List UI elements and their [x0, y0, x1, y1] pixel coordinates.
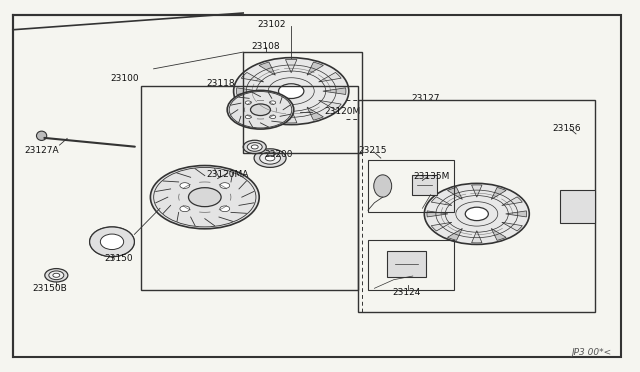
Ellipse shape: [252, 145, 258, 149]
Polygon shape: [307, 107, 323, 120]
Ellipse shape: [374, 175, 392, 197]
Ellipse shape: [265, 155, 275, 161]
Polygon shape: [319, 73, 341, 82]
Polygon shape: [319, 100, 341, 110]
Ellipse shape: [90, 227, 134, 257]
Polygon shape: [492, 228, 506, 240]
Polygon shape: [285, 59, 297, 73]
Text: 23120MA: 23120MA: [206, 170, 248, 179]
Ellipse shape: [220, 206, 230, 212]
Polygon shape: [241, 100, 264, 110]
Polygon shape: [427, 211, 448, 217]
Ellipse shape: [45, 269, 68, 282]
Ellipse shape: [100, 234, 124, 250]
Ellipse shape: [220, 183, 230, 188]
Text: 23118: 23118: [207, 79, 235, 88]
Polygon shape: [492, 187, 506, 199]
Polygon shape: [431, 222, 452, 231]
Text: 23108: 23108: [252, 42, 280, 51]
Text: 23150B: 23150B: [32, 284, 67, 293]
Ellipse shape: [243, 140, 266, 154]
Text: 23215: 23215: [358, 146, 387, 155]
Ellipse shape: [245, 101, 252, 105]
Polygon shape: [285, 109, 297, 123]
Ellipse shape: [180, 206, 189, 212]
Text: 23124: 23124: [392, 288, 420, 296]
Text: 23127: 23127: [412, 94, 440, 103]
Text: JP3 00*<: JP3 00*<: [571, 348, 611, 357]
Ellipse shape: [424, 183, 529, 244]
Ellipse shape: [245, 115, 252, 119]
Ellipse shape: [254, 149, 286, 167]
Polygon shape: [241, 73, 264, 82]
Text: 23156: 23156: [552, 124, 580, 133]
Ellipse shape: [247, 142, 262, 151]
FancyBboxPatch shape: [387, 251, 426, 277]
Polygon shape: [502, 222, 522, 231]
Ellipse shape: [269, 115, 276, 119]
Polygon shape: [259, 107, 275, 120]
Text: 23102: 23102: [258, 20, 286, 29]
Polygon shape: [431, 197, 452, 205]
Text: 23127A: 23127A: [24, 146, 59, 155]
Polygon shape: [447, 228, 462, 240]
FancyBboxPatch shape: [412, 174, 437, 195]
Text: 23100: 23100: [111, 74, 139, 83]
Polygon shape: [502, 197, 522, 205]
Ellipse shape: [278, 84, 304, 99]
Ellipse shape: [227, 90, 294, 129]
Ellipse shape: [234, 58, 349, 125]
Polygon shape: [472, 185, 482, 197]
Ellipse shape: [260, 152, 280, 164]
Polygon shape: [472, 231, 482, 243]
Text: 23120M: 23120M: [324, 107, 360, 116]
Text: 23200: 23200: [264, 150, 292, 159]
FancyBboxPatch shape: [560, 190, 595, 223]
Text: 23135M: 23135M: [414, 172, 450, 181]
Polygon shape: [447, 187, 462, 199]
Polygon shape: [307, 62, 323, 75]
Ellipse shape: [36, 131, 47, 140]
Ellipse shape: [180, 183, 189, 188]
Polygon shape: [259, 62, 275, 75]
FancyBboxPatch shape: [13, 15, 621, 357]
Ellipse shape: [53, 273, 60, 277]
Polygon shape: [323, 88, 346, 94]
Ellipse shape: [269, 101, 276, 105]
Ellipse shape: [49, 271, 64, 280]
Polygon shape: [506, 211, 527, 217]
Ellipse shape: [566, 201, 575, 212]
Ellipse shape: [189, 187, 221, 206]
Ellipse shape: [465, 207, 488, 221]
Polygon shape: [237, 88, 260, 94]
Ellipse shape: [250, 104, 271, 116]
Ellipse shape: [580, 201, 588, 212]
Ellipse shape: [150, 166, 259, 229]
Text: 23150: 23150: [104, 254, 132, 263]
